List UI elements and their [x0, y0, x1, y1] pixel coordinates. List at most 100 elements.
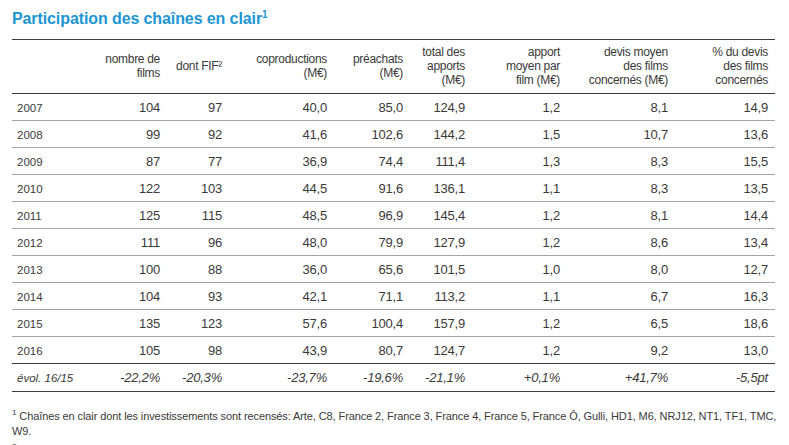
value-cell: 113,2 [410, 283, 472, 310]
value-cell: 100 [82, 256, 167, 283]
value-cell: 111 [82, 229, 167, 256]
column-header: devis moyen des films concernés (M€) [567, 40, 675, 94]
year-cell: 2007 [12, 94, 82, 121]
value-cell: 8,1 [567, 94, 675, 121]
value-cell: 122 [82, 175, 167, 202]
value-cell: 145,4 [410, 202, 472, 229]
value-cell: 13,6 [675, 121, 775, 148]
value-cell: 77 [167, 148, 229, 175]
value-cell: 41,6 [229, 121, 334, 148]
page-title-text: Participation des chaînes en clair [12, 10, 262, 27]
value-cell: 13,0 [675, 337, 775, 364]
value-cell: 12,7 [675, 256, 775, 283]
value-cell: 1,2 [472, 229, 567, 256]
value-cell: 103 [167, 175, 229, 202]
table-header: nombre de filmsdont FIF²coproductions (M… [12, 40, 775, 94]
column-header: nombre de films [82, 40, 167, 94]
evolution-value-cell: -19,6% [334, 364, 410, 392]
value-cell: 96 [167, 229, 229, 256]
evolution-value-cell: -5,5pt [675, 364, 775, 392]
table-row: 20131008836,065,6101,51,08,012,7 [12, 256, 775, 283]
value-cell: 98 [167, 337, 229, 364]
footnote-2: 2 Films d'initiative française. [12, 439, 789, 445]
value-cell: 14,9 [675, 94, 775, 121]
value-cell: 100,4 [334, 310, 410, 337]
year-cell: 2014 [12, 283, 82, 310]
value-cell: 87 [82, 148, 167, 175]
value-cell: 111,4 [410, 148, 472, 175]
value-cell: 1,2 [472, 337, 567, 364]
value-cell: 1,2 [472, 310, 567, 337]
value-cell: 144,2 [410, 121, 472, 148]
footnote-1-marker: 1 [12, 408, 16, 417]
column-header: total des apports (M€) [410, 40, 472, 94]
value-cell: 1,3 [472, 148, 567, 175]
evolution-value-cell: -20,3% [167, 364, 229, 392]
value-cell: 13,4 [675, 229, 775, 256]
evolution-value-cell: +41,7% [567, 364, 675, 392]
value-cell: 16,3 [675, 283, 775, 310]
year-cell: 2009 [12, 148, 82, 175]
value-cell: 1,0 [472, 256, 567, 283]
evolution-value-cell: -22,2% [82, 364, 167, 392]
value-cell: 48,0 [229, 229, 334, 256]
value-cell: 123 [167, 310, 229, 337]
value-cell: 101,5 [410, 256, 472, 283]
value-cell: 104 [82, 283, 167, 310]
table-row: 201012210344,591,6136,11,18,313,5 [12, 175, 775, 202]
footnote-1-text: Chaînes en clair dont les investissement… [12, 410, 776, 437]
year-cell: 2012 [12, 229, 82, 256]
year-cell: 2011 [12, 202, 82, 229]
year-cell: 2008 [12, 121, 82, 148]
value-cell: 1,1 [472, 283, 567, 310]
value-cell: 43,9 [229, 337, 334, 364]
value-cell: 8,3 [567, 175, 675, 202]
value-cell: 97 [167, 94, 229, 121]
value-cell: 157,9 [410, 310, 472, 337]
year-cell: 2010 [12, 175, 82, 202]
value-cell: 6,7 [567, 283, 675, 310]
value-cell: 13,5 [675, 175, 775, 202]
column-header: coproductions (M€) [229, 40, 334, 94]
table-row: 201513512357,6100,4157,91,26,518,6 [12, 310, 775, 337]
value-cell: 9,2 [567, 337, 675, 364]
table-row: 20071049740,085,0124,91,28,114,9 [12, 94, 775, 121]
value-cell: 74,4 [334, 148, 410, 175]
value-cell: 8,6 [567, 229, 675, 256]
evolution-value-cell: +0,1% [472, 364, 567, 392]
table-footer: évol. 16/15-22,2%-20,3%-23,7%-19,6%-21,1… [12, 364, 775, 392]
table-row: 20121119648,079,9127,91,28,613,4 [12, 229, 775, 256]
value-cell: 18,6 [675, 310, 775, 337]
page-title: Participation des chaînes en clair1 [12, 9, 789, 28]
corner-header-cell [12, 40, 82, 94]
value-cell: 36,0 [229, 256, 334, 283]
value-cell: 125 [82, 202, 167, 229]
value-cell: 71,1 [334, 283, 410, 310]
column-header: préachats (M€) [334, 40, 410, 94]
value-cell: 85,0 [334, 94, 410, 121]
value-cell: 10,7 [567, 121, 675, 148]
value-cell: 124,9 [410, 94, 472, 121]
value-cell: 1,1 [472, 175, 567, 202]
value-cell: 127,9 [410, 229, 472, 256]
value-cell: 91,6 [334, 175, 410, 202]
value-cell: 93 [167, 283, 229, 310]
year-cell: 2016 [12, 337, 82, 364]
column-header: apport moyen par film (M€) [472, 40, 567, 94]
table-row: 201112511548,596,9145,41,28,114,4 [12, 202, 775, 229]
value-cell: 99 [82, 121, 167, 148]
value-cell: 96,9 [334, 202, 410, 229]
value-cell: 36,9 [229, 148, 334, 175]
value-cell: 8,3 [567, 148, 675, 175]
value-cell: 48,5 [229, 202, 334, 229]
value-cell: 104 [82, 94, 167, 121]
value-cell: 8,1 [567, 202, 675, 229]
table-row: 20141049342,171,1113,21,16,716,3 [12, 283, 775, 310]
value-cell: 135 [82, 310, 167, 337]
footnote-1: 1 Chaînes en clair dont les investisseme… [12, 405, 789, 439]
value-cell: 80,7 [334, 337, 410, 364]
value-cell: 6,5 [567, 310, 675, 337]
value-cell: 57,6 [229, 310, 334, 337]
report-page: Participation des chaînes en clair1 nomb… [0, 0, 789, 445]
value-cell: 88 [167, 256, 229, 283]
